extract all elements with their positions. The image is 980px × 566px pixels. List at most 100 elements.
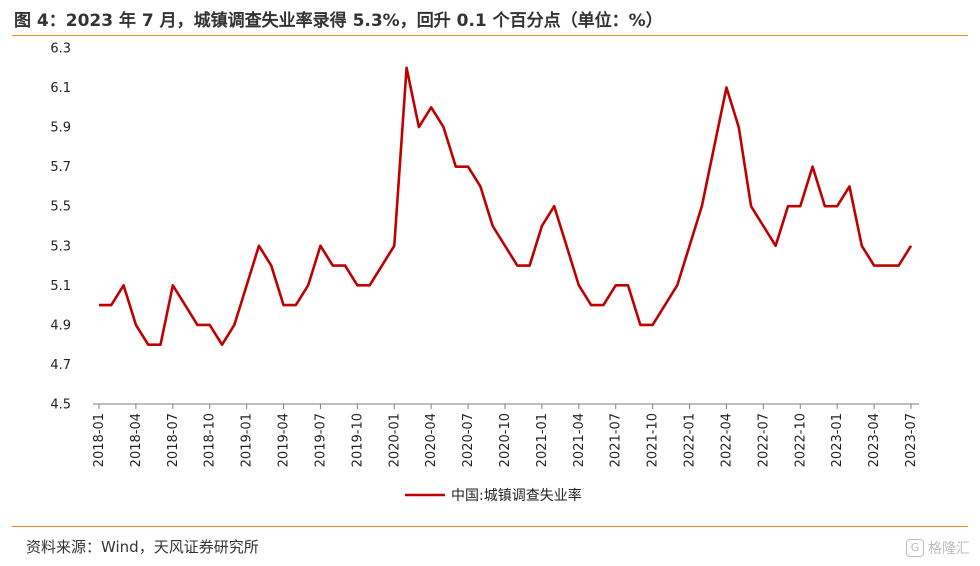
y-tick-label: 4.9 [50,318,71,333]
source-note: 资料来源：Wind，天风证券研究所 [26,538,259,556]
bottom-rule [12,526,968,527]
data-point [135,324,138,327]
data-point [172,284,175,287]
data-point [295,304,298,307]
data-point [356,284,359,287]
watermark-logo-icon: G [906,539,924,557]
x-tick-label: 2020-07 [461,413,476,467]
legend-label: 中国:城镇调查失业率 [451,487,582,504]
data-point [578,284,581,287]
data-point [701,205,704,208]
data-point [737,126,740,129]
data-point [541,225,544,228]
top-rule [12,35,968,36]
y-tick-label: 5.9 [50,121,71,136]
data-point [381,264,384,267]
data-point [479,185,482,188]
figure-title: 图 4：2023 年 7 月，城镇调查失业率录得 5.3%，回升 0.1 个百分… [14,11,663,31]
watermark-text: 格隆汇 [928,541,970,557]
x-tick-label: 2020-04 [424,413,439,467]
data-point [836,205,839,208]
x-tick-label: 2022-01 [683,413,698,467]
data-point [368,284,371,287]
y-tick-label: 5.3 [50,239,71,254]
x-tick-label: 2021-01 [535,413,550,467]
data-point [787,205,790,208]
x-tick-label: 2023-07 [904,413,919,467]
x-tick-label: 2021-10 [646,413,661,467]
data-point [860,244,863,247]
x-axis: 2018-01 2018-04 2018-07 2018-10 2019-01 2019-… [92,403,919,467]
data-point [491,225,494,228]
x-tick-label: 2019-07 [313,413,328,467]
data-point [282,304,285,307]
data-point [98,304,101,307]
data-point [627,284,630,287]
data-point [258,244,261,247]
x-tick-label: 2022-07 [756,413,771,467]
data-point [688,244,691,247]
data-point [799,205,802,208]
x-tick-label: 2022-04 [719,413,734,467]
series-line-unemployment-rate [99,66,913,346]
data-point [762,225,765,228]
data-point [664,304,667,307]
series-layer [98,66,913,346]
data-point [110,304,113,307]
data-point [750,205,753,208]
data-point [319,244,322,247]
x-tick-label: 2019-10 [350,413,365,467]
y-tick-label: 5.1 [50,279,71,294]
data-point [307,284,310,287]
data-point [467,165,470,168]
data-point [528,264,531,267]
legend: 中国:城镇调查失业率 [405,487,582,504]
data-point [651,324,654,327]
data-point [565,244,568,247]
x-tick-label: 2018-04 [129,413,144,467]
y-tick-label: 4.7 [50,358,71,373]
data-point [504,244,507,247]
y-tick-label: 4.5 [50,398,71,413]
x-tick-label: 2020-10 [498,413,513,467]
y-tick-label: 6.1 [50,81,71,96]
data-point [602,304,605,307]
data-point [208,324,211,327]
data-point [393,244,396,247]
data-point [897,264,900,267]
data-point [442,126,445,129]
data-point [245,284,248,287]
data-point [676,284,679,287]
x-tick-label: 2018-01 [92,413,107,467]
line-chart: 4.54.74.95.15.35.55.75.96.16.3 2018-01 20… [50,42,919,504]
data-point [553,205,556,208]
data-point [910,244,913,247]
data-point [196,324,199,327]
data-point [873,264,876,267]
data-point [848,185,851,188]
data-point [430,106,433,109]
data-point [147,343,150,346]
data-point [885,264,888,267]
data-point [233,324,236,327]
data-point [454,165,457,168]
data-point [405,66,408,69]
y-tick-label: 5.5 [50,200,71,215]
x-tick-label: 2018-07 [166,413,181,467]
x-tick-label: 2020-01 [387,413,402,467]
data-point [270,264,273,267]
x-tick-label: 2021-07 [609,413,624,467]
x-tick-label: 2019-04 [277,413,292,467]
data-point [639,324,642,327]
data-point [824,205,827,208]
data-point [184,304,187,307]
y-tick-label: 6.3 [50,42,71,57]
y-axis: 4.5 4.7 4.9 5.1 5.3 5.5 5.7 5.9 6.1 6.3 [50,42,71,413]
data-point [774,244,777,247]
x-tick-label: 2023-04 [867,413,882,467]
data-point [418,126,421,129]
data-point [122,284,125,287]
x-tick-label: 2018-10 [203,413,218,467]
data-point [344,264,347,267]
x-tick-label: 2019-01 [240,413,255,467]
